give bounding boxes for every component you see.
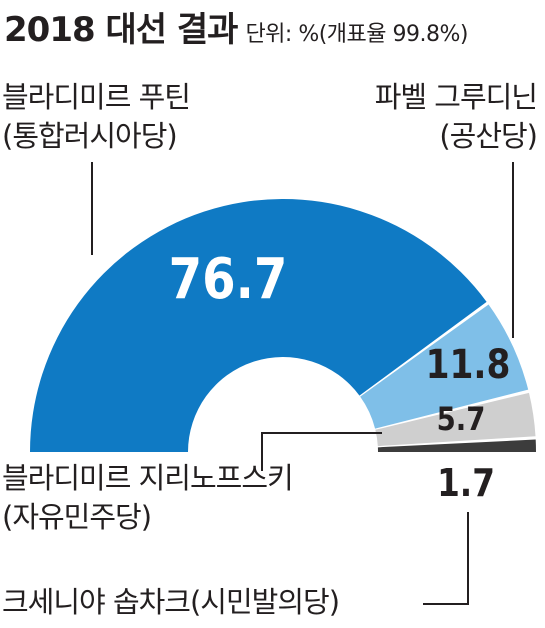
value-label-sobchak: 1.7 bbox=[437, 462, 495, 506]
zhirinovsky-label: 블라디미르 지리노프스키 (자유민주당) bbox=[2, 459, 294, 537]
chart-title: 2018 대선 결과 bbox=[4, 10, 238, 50]
slice-putin bbox=[30, 199, 487, 452]
leader-line-sobchak bbox=[423, 512, 469, 605]
grudinin-label: 파벨 그루디닌 (공산당) bbox=[374, 78, 538, 156]
sobchak-label: 크세니야 솝차크(시민발의당) bbox=[2, 583, 340, 622]
grudinin-party: (공산당) bbox=[439, 119, 538, 153]
unit-note: 단위: %(개표율 99.8%) bbox=[245, 22, 468, 47]
zhirinovsky-party: (자유민주당) bbox=[2, 500, 152, 534]
slice-grudinin bbox=[360, 304, 529, 429]
putin-label: 블라디미르 푸틴 (통합러시아당) bbox=[2, 78, 191, 156]
value-label-zhirinovsky: 5.7 bbox=[437, 401, 486, 439]
leader-line-zhirinovsky bbox=[261, 432, 382, 471]
value-label-putin: 76.7 bbox=[169, 248, 288, 312]
value-label-grudinin: 11.8 bbox=[426, 340, 511, 387]
chart-header: 2018 대선 결과 단위: %(개표율 99.8%) bbox=[4, 2, 468, 51]
putin-name: 블라디미르 푸틴 bbox=[2, 80, 191, 114]
slice-sobchak bbox=[377, 439, 536, 452]
putin-party: (통합러시아당) bbox=[2, 119, 178, 153]
zhirinovsky-name: 블라디미르 지리노프스키 bbox=[2, 461, 294, 495]
sobchak-name: 크세니야 솝차크(시민발의당) bbox=[2, 585, 340, 619]
grudinin-name: 파벨 그루디닌 bbox=[374, 80, 538, 114]
slice-zhirinovsky bbox=[375, 392, 536, 447]
